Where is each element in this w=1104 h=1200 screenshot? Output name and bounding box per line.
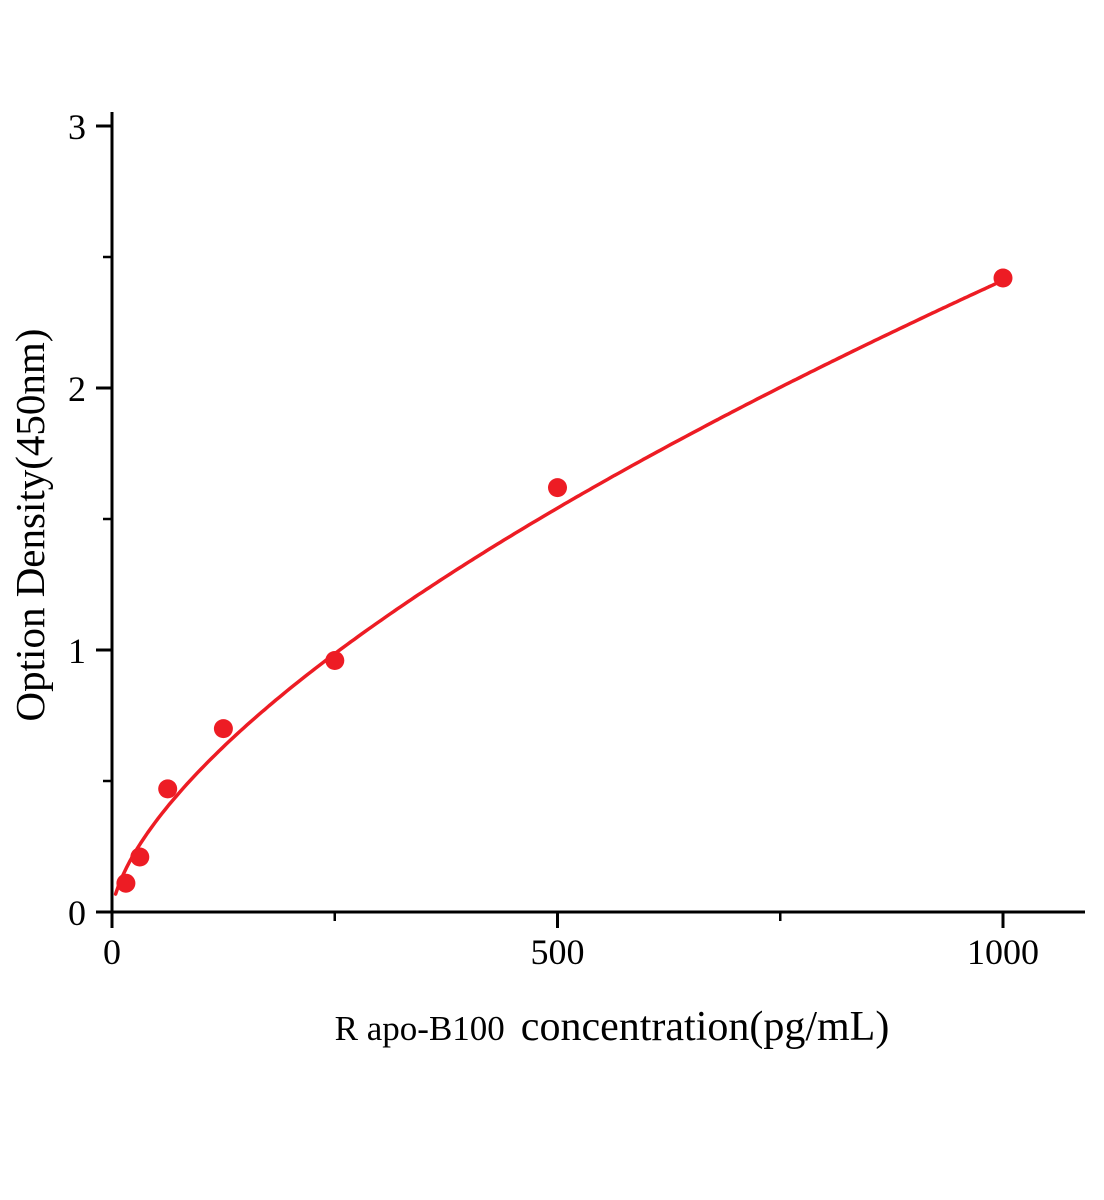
y-tick-label: 3 (68, 107, 86, 147)
y-tick-label: 0 (68, 893, 86, 933)
data-point (130, 847, 150, 867)
data-point (158, 779, 178, 799)
data-point (213, 719, 233, 739)
data-point (993, 268, 1013, 288)
axis-lines (110, 112, 1085, 914)
data-point (116, 873, 136, 893)
data-point (548, 478, 567, 498)
y-axis-title: Option Density(450nm) (7, 329, 53, 722)
x-axis-title-main: concentration(pg/mL) (521, 1004, 890, 1050)
x-axis-title: R apo-B100 concentration(pg/mL) (335, 1004, 890, 1050)
x-tick-label: 0 (103, 932, 121, 972)
x-axis-title-prefix: R apo-B100 (335, 1009, 505, 1048)
plot-area: 0 500 1000 0 1 2 3 (68, 107, 1085, 972)
x-tick-label: 500 (531, 932, 585, 972)
y-tick-label: 1 (68, 631, 86, 671)
y-tick-label: 2 (68, 369, 86, 409)
x-tick-label: 1000 (967, 932, 1039, 972)
fit-curve (113, 278, 1005, 896)
data-point (325, 651, 345, 670)
